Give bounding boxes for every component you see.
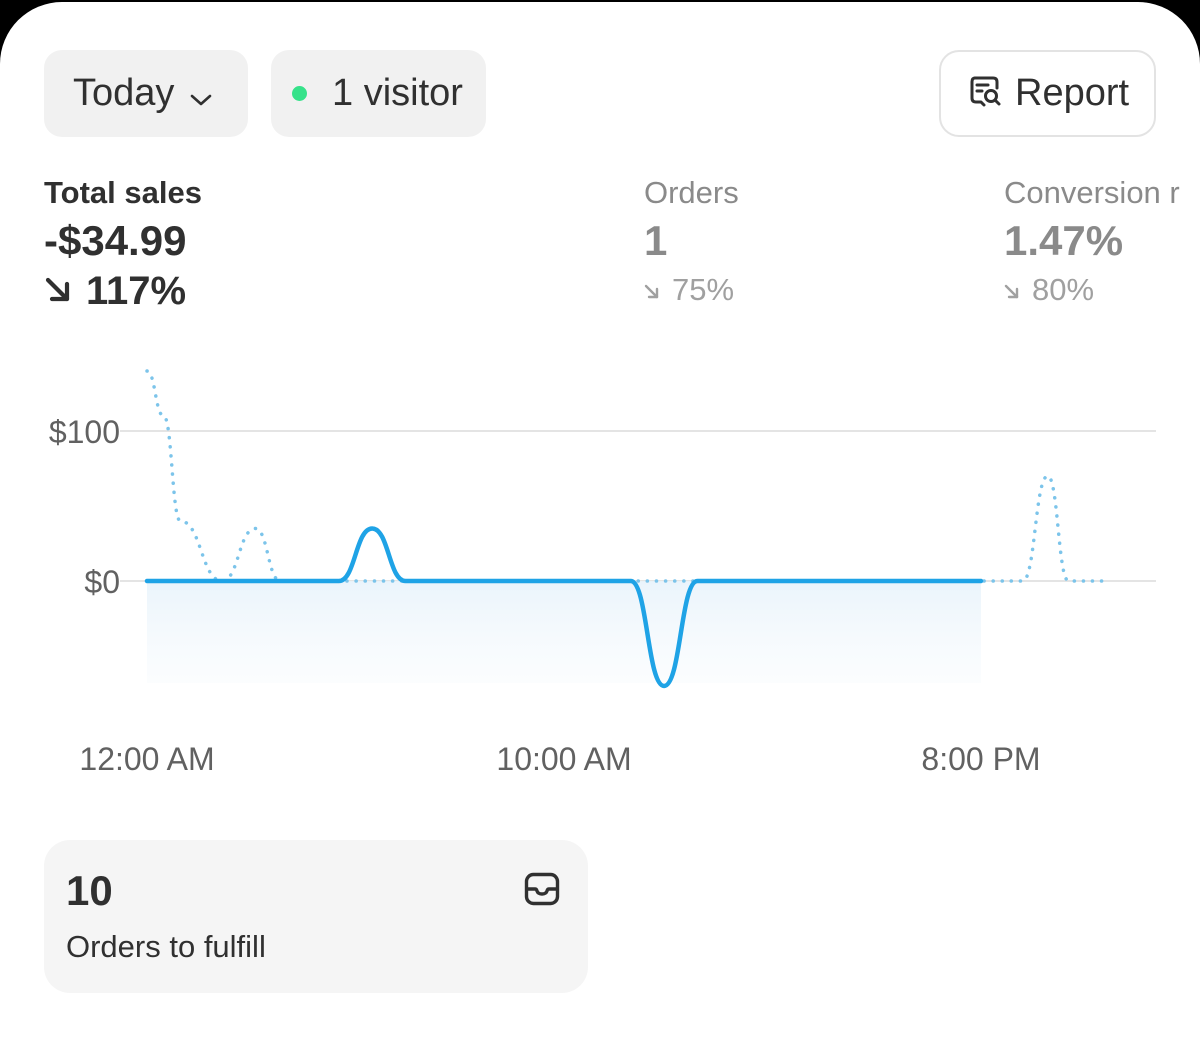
metric-value: 1: [644, 217, 668, 264]
live-status-dot: [292, 86, 307, 101]
metric-label: Total sales: [44, 175, 202, 210]
metric-change-value: 117%: [86, 269, 187, 313]
arrow-down-right-icon: [1004, 272, 1020, 308]
inbox-icon: [524, 872, 560, 911]
report-search-icon: [969, 74, 1003, 118]
date-filter-label: Today: [73, 72, 175, 114]
y-tick-label: $100: [49, 414, 120, 450]
metric-change: 80%: [1004, 272, 1180, 308]
fulfill-label: Orders to fulfill: [66, 929, 266, 964]
metric-change: 117%: [44, 269, 202, 314]
chevron-down-icon: [190, 74, 212, 117]
current-series-line: [144, 526, 984, 689]
metric-value: 1.47%: [1004, 217, 1124, 264]
x-tick-label: 12:00 AM: [79, 741, 214, 777]
metric-value: -$34.99: [44, 217, 187, 264]
report-button[interactable]: Report: [939, 50, 1156, 137]
comparison-series-line: [145, 369, 1108, 583]
metric-conversion-rate[interactable]: Conversion r 1.47% 80%: [1004, 172, 1180, 308]
metric-change-value: 80%: [1032, 272, 1095, 307]
x-tick-label: 8:00 PM: [921, 741, 1040, 777]
fulfill-count: 10: [66, 867, 113, 914]
x-tick-label: 10:00 AM: [496, 741, 631, 777]
negative-area-fill: [147, 581, 981, 683]
y-tick-label: $0: [84, 564, 120, 600]
metric-change: 75%: [644, 272, 739, 308]
arrow-down-right-icon: [44, 269, 72, 314]
metric-change-value: 75%: [672, 272, 735, 307]
metric-total-sales[interactable]: Total sales -$34.99 117%: [44, 172, 202, 314]
arrow-down-right-icon: [644, 272, 660, 308]
report-label: Report: [1015, 72, 1130, 114]
metric-label: Orders: [644, 175, 739, 210]
sales-chart[interactable]: $100 $0 12:00 AM 10:00 AM 8:00 PM: [0, 2, 1200, 802]
metric-orders[interactable]: Orders 1 75%: [644, 172, 739, 308]
metric-label: Conversion r: [1004, 175, 1180, 210]
visitor-count-label: 1 visitor: [332, 72, 463, 114]
orders-to-fulfill-card[interactable]: 10 Orders to fulfill: [44, 840, 588, 993]
live-visitors-button[interactable]: 1 visitor: [271, 50, 486, 137]
date-filter-button[interactable]: Today: [44, 50, 248, 137]
